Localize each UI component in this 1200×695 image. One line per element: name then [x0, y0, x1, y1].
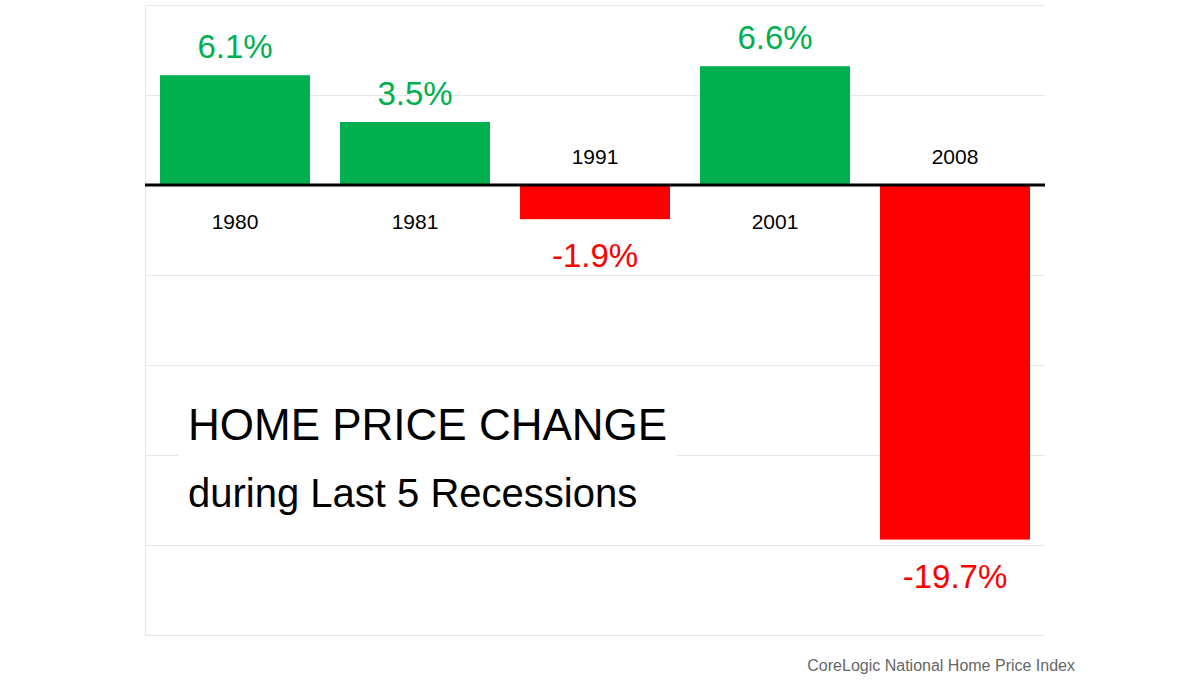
bars [160, 66, 1030, 539]
grid-line [145, 5, 1045, 6]
data-label: -1.9% [552, 237, 638, 274]
grid-line [145, 635, 1045, 636]
bar [700, 66, 850, 185]
title-block: HOME PRICE CHANGE during Last 5 Recession… [178, 392, 677, 523]
bar [520, 185, 670, 219]
zero-line [145, 184, 1045, 187]
tick-label: 1980 [212, 210, 259, 233]
tick [145, 185, 1045, 186]
y-axis-line [146, 6, 1046, 636]
background [0, 0, 1200, 695]
data-label: 6.6% [737, 19, 812, 56]
chart: HOME PRICE CHANGE during Last 5 Recession… [0, 0, 1200, 695]
tick-label: 1981 [392, 210, 439, 233]
x-axis: 1980 1981 1991 2001 2008 [212, 145, 979, 233]
annotations: CoreLogic National Home Price Index [807, 657, 1075, 674]
tick [145, 545, 1045, 546]
y-axis [145, 6, 1045, 636]
tick-label: 2001 [752, 210, 799, 233]
title-background [178, 392, 677, 523]
data-label: -19.7% [903, 558, 1008, 595]
tick [145, 635, 1045, 636]
grid-line [145, 185, 1045, 186]
source-note: CoreLogic National Home Price Index [807, 657, 1075, 674]
grid-line [145, 545, 1045, 546]
subtitle: during Last 5 Recessions [188, 471, 637, 515]
data-labels: 6.1% 3.5% -1.9% 6.6% -19.7% [197, 19, 1007, 594]
bar [880, 185, 1030, 540]
tick-label: 1991 [572, 145, 619, 168]
tick-label: 2008 [932, 145, 979, 168]
bar [340, 122, 490, 185]
data-label: 3.5% [377, 75, 452, 112]
title: HOME PRICE CHANGE [188, 400, 667, 449]
data-label: 6.1% [197, 28, 272, 65]
tick [145, 5, 1045, 6]
bar [160, 75, 310, 185]
